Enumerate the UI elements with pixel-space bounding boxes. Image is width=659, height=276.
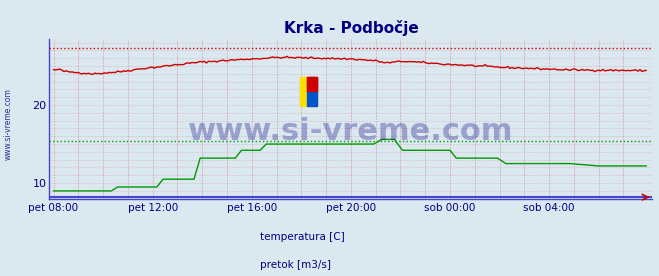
Bar [307, 77, 316, 91]
Text: www.si-vreme.com: www.si-vreme.com [188, 117, 513, 146]
Text: pretok [m3/s]: pretok [m3/s] [260, 260, 331, 270]
Text: temperatura [C]: temperatura [C] [260, 232, 345, 242]
Title: Krka - Podbočje: Krka - Podbočje [283, 20, 418, 36]
Bar [307, 77, 316, 106]
Bar [300, 77, 316, 106]
Text: www.si-vreme.com: www.si-vreme.com [3, 88, 13, 160]
